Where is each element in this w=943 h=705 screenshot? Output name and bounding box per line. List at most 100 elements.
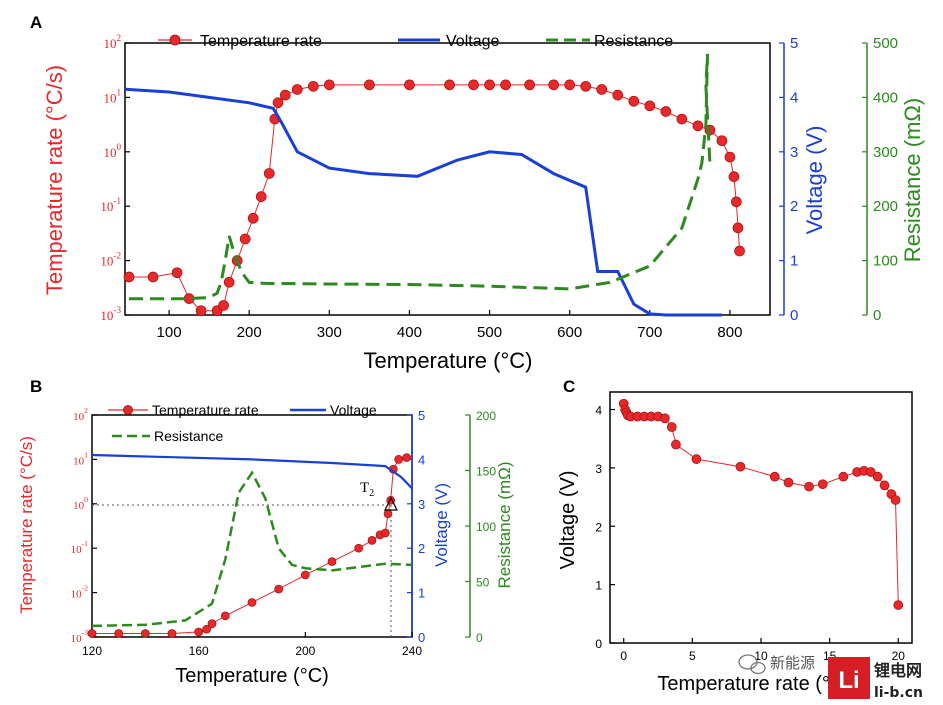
legend-voltage-label: Voltage bbox=[446, 33, 499, 50]
rate-point bbox=[171, 267, 183, 279]
rate-tick-label: 10-2 bbox=[100, 251, 121, 269]
rate-point bbox=[724, 151, 736, 163]
resistance-tick-label: 50 bbox=[476, 576, 490, 590]
x-tick-label: 400 bbox=[397, 324, 422, 341]
legend-b-rate-swatch-marker bbox=[123, 405, 133, 415]
voltage-tick-label: 5 bbox=[418, 408, 425, 423]
rate-point bbox=[247, 212, 259, 224]
rate-point bbox=[444, 79, 455, 91]
wechat-icon bbox=[738, 654, 766, 675]
panel-b-voltage-ticks: 0 1 2 3 4 5 bbox=[407, 408, 425, 645]
voltage-rate-point bbox=[783, 477, 794, 488]
voltage-rate-point bbox=[769, 471, 780, 482]
rate-point bbox=[394, 455, 404, 464]
rate-point bbox=[274, 584, 284, 594]
panel-b-series bbox=[87, 453, 413, 638]
rate-point bbox=[732, 222, 744, 234]
panel-b-x-label: Temperature (°C) bbox=[175, 665, 329, 687]
rate-point bbox=[272, 97, 284, 109]
rate-point bbox=[380, 528, 390, 538]
rate-tick-label: 10-3 bbox=[71, 628, 89, 645]
rate-point bbox=[279, 89, 291, 101]
legend-b-voltage-label: Voltage bbox=[330, 402, 377, 418]
panel-b-resistance-ticks: 0 50 100 150 200 bbox=[465, 409, 496, 645]
rate-tick-label: 101 bbox=[73, 450, 88, 467]
resistance-tick-label: 0 bbox=[476, 631, 483, 645]
rate-point bbox=[692, 120, 704, 132]
rate-tick-label: 102 bbox=[73, 406, 88, 423]
rate-point bbox=[500, 79, 511, 91]
y-tick-label: 2 bbox=[595, 520, 602, 534]
rate-tick-label: 102 bbox=[103, 33, 121, 51]
panel-c-x-label: Temperature rate (°C/s) bbox=[657, 673, 866, 695]
voltage-rate-point bbox=[838, 471, 849, 482]
panel-b: 120 160 200 240 10-3 10-2 10-1 100 101 102 0 1 2 3 4… bbox=[17, 402, 514, 687]
rate-series-line bbox=[129, 84, 741, 312]
rate-point bbox=[263, 168, 275, 179]
rate-point bbox=[195, 305, 207, 317]
voltage-tick-label: 4 bbox=[790, 89, 798, 106]
rate-point bbox=[367, 536, 377, 545]
panel-label-a: A bbox=[30, 13, 42, 32]
resistance-tick-label: 150 bbox=[476, 465, 496, 479]
rate-point bbox=[364, 79, 375, 91]
rate-point bbox=[194, 627, 204, 637]
panel-a-frame bbox=[124, 42, 771, 316]
x-tick-label: 5 bbox=[689, 649, 696, 663]
watermark-wechat-text: 新能源 bbox=[770, 654, 815, 672]
rate-point bbox=[291, 84, 303, 95]
panel-a-x-label: Temperature (°C) bbox=[364, 348, 533, 373]
rate-point bbox=[484, 79, 495, 91]
rate-point bbox=[402, 453, 412, 462]
rate-point bbox=[354, 543, 364, 553]
rate-point bbox=[307, 80, 319, 92]
resistance-tick-label: 100 bbox=[476, 520, 496, 534]
panel-c-frame bbox=[609, 391, 913, 644]
rate-point bbox=[716, 135, 728, 147]
resistance-tick-label: 300 bbox=[873, 144, 898, 161]
voltage-tick-label: 0 bbox=[790, 307, 798, 324]
panel-b-resistance-label: Resistance (mΩ) bbox=[495, 461, 514, 588]
x-tick-label: 500 bbox=[477, 324, 502, 341]
rate-point bbox=[300, 570, 310, 580]
legend-b-rate-label: Temperature rate bbox=[152, 402, 259, 418]
rate-point bbox=[612, 89, 624, 101]
voltage-rate-point bbox=[890, 495, 901, 505]
y-tick-label: 1 bbox=[595, 579, 602, 593]
rate-point bbox=[730, 196, 742, 208]
rate-point bbox=[676, 113, 688, 125]
x-tick-label: 10 bbox=[754, 649, 768, 663]
rate-point bbox=[323, 79, 335, 91]
rate-point bbox=[404, 79, 415, 91]
rate-point bbox=[728, 171, 740, 182]
panel-label-c: C bbox=[563, 377, 575, 396]
voltage-tick-label: 1 bbox=[790, 253, 798, 270]
rate-point bbox=[114, 629, 124, 638]
voltage-rate-point bbox=[804, 481, 814, 492]
rate-tick-label: 100 bbox=[103, 142, 121, 160]
t2-label: T2 bbox=[360, 480, 374, 499]
panel-c-y-ticks: 0 1 2 3 4 bbox=[595, 404, 615, 651]
resistance-series-line bbox=[91, 470, 413, 628]
panel-a-resistance-label: Resistance (mΩ) bbox=[900, 98, 925, 262]
legend-rate-label: Temperature rate bbox=[200, 33, 322, 50]
rate-point bbox=[247, 598, 257, 607]
voltage-rate-point bbox=[865, 467, 876, 477]
rate-tick-label: 100 bbox=[73, 495, 88, 512]
rate-point bbox=[564, 79, 576, 91]
x-tick-label: 120 bbox=[82, 644, 102, 658]
resistance-tick-label: 400 bbox=[873, 89, 898, 106]
panel-a-voltage-label: Voltage (V) bbox=[802, 126, 827, 235]
voltage-tick-label: 1 bbox=[418, 586, 425, 601]
rate-point bbox=[220, 611, 230, 621]
x-tick-label: 100 bbox=[157, 324, 182, 341]
rate-tick-label: 10-1 bbox=[71, 539, 89, 556]
rate-point bbox=[123, 271, 135, 283]
panel-label-b: B bbox=[30, 377, 42, 396]
brand-logo bbox=[828, 657, 870, 699]
rate-point bbox=[147, 271, 159, 283]
voltage-tick-label: 5 bbox=[790, 35, 798, 52]
voltage-rate-point bbox=[671, 439, 681, 450]
x-tick-label: 800 bbox=[717, 324, 742, 341]
